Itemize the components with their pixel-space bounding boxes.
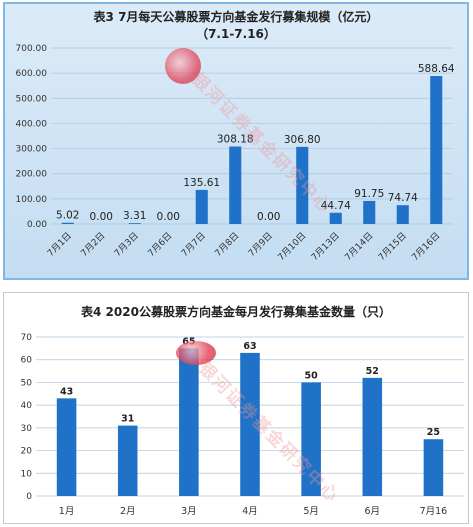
x-tick-label: 4月 [242,506,258,517]
y-tick-label: 400.00 [16,119,48,129]
data-label: 25 [427,427,440,438]
x-tick-label: 2月 [120,506,136,517]
data-label: 44.74 [321,200,351,212]
y-tick-label: 100.00 [16,195,48,205]
x-tick-label: 3月 [181,506,197,517]
x-tick-label: 7月16 [420,506,448,517]
x-tick-label: 6月 [365,506,381,517]
x-tick-label: 7月14日 [343,230,376,263]
bar [296,146,309,224]
y-tick-label: 50 [21,378,33,388]
data-label: 31 [121,414,134,425]
bar [430,75,443,224]
x-tick-label: 1月 [59,506,75,517]
x-tick-label: 5月 [303,506,319,517]
x-tick-label: 7月9日 [246,230,275,259]
y-tick-label: 10 [21,469,33,479]
data-label: 0.00 [257,211,280,223]
data-label: 308.18 [217,134,254,146]
monthly-bar-chart: 010203040506070431月312月653月634月505月526月2… [21,333,464,517]
data-label: 588.64 [418,63,455,75]
y-tick-label: 600.00 [16,69,48,79]
data-label: 0.00 [90,211,113,223]
x-tick-label: 7月10日 [276,230,309,263]
x-tick-label: 7月7日 [179,230,208,259]
y-tick-label: 20 [21,447,33,457]
bar [329,212,342,224]
x-tick-label: 7月3日 [112,230,141,259]
y-tick-label: 40 [21,401,33,411]
y-tick-label: 500.00 [16,94,48,104]
data-label: 50 [305,370,319,381]
bar [240,352,260,496]
bar [423,439,444,496]
x-tick-label: 7月2日 [79,230,108,259]
bar [61,222,74,224]
x-tick-label: 7月16日 [410,230,443,263]
data-label: 135.61 [183,177,220,189]
data-label: 306.80 [284,134,321,146]
y-tick-label: 70 [21,333,33,343]
data-label: 43 [60,386,73,397]
y-tick-label: 60 [21,356,33,366]
chart-panel-monthly: 表4 2020公募股票方向基金每月发行募集基金数量（只） 0 10 20 30 40 50… [3,292,469,524]
watermark-logo-icon [165,48,201,84]
bar [363,200,376,224]
chart-title: 表4 2020公募股票方向基金每月发行募集基金数量（只） [81,305,391,319]
bar [128,223,141,224]
y-tick-label: 30 [21,424,33,434]
watermark-logo-icon [176,341,216,365]
chart-title: 表3 7月每天公募股票方向基金发行募集规模（亿元） [93,10,379,24]
data-label: 5.02 [56,210,79,222]
bar [229,146,242,224]
y-tick-label: 0 [26,492,32,502]
bar [195,189,208,224]
bar [362,377,383,496]
data-label: 74.74 [388,192,418,204]
bar [301,382,321,496]
x-tick-label: 7月8日 [213,230,242,259]
data-label: 0.00 [157,211,180,223]
data-label: 3.31 [123,210,146,222]
y-tick-label: 300.00 [16,145,48,155]
x-tick-label: 7月1日 [45,230,74,259]
data-label: 52 [366,366,379,377]
bar [117,425,138,496]
y-tick-label: 0.00 [27,220,47,230]
data-label: 63 [243,341,256,352]
chart-subtitle: （7.1-7.16） [196,27,276,41]
x-tick-label: 7月6日 [146,230,175,259]
data-label: 91.75 [354,188,384,200]
y-tick-label: 700.00 [16,44,48,54]
x-tick-label: 7月15日 [376,230,409,263]
bar [179,348,199,496]
bar [56,398,77,496]
bar [396,205,409,224]
x-tick-label: 7月13日 [309,230,342,263]
daily-bar-chart: 0.00 100.00 200.00 300.00 400.00 500.00 600.00… [16,44,455,263]
chart-panel-daily: 表3 7月每天公募股票方向基金发行募集规模（亿元） （7.1-7.16） 0.0… [3,2,469,280]
y-tick-label: 200.00 [16,170,48,180]
